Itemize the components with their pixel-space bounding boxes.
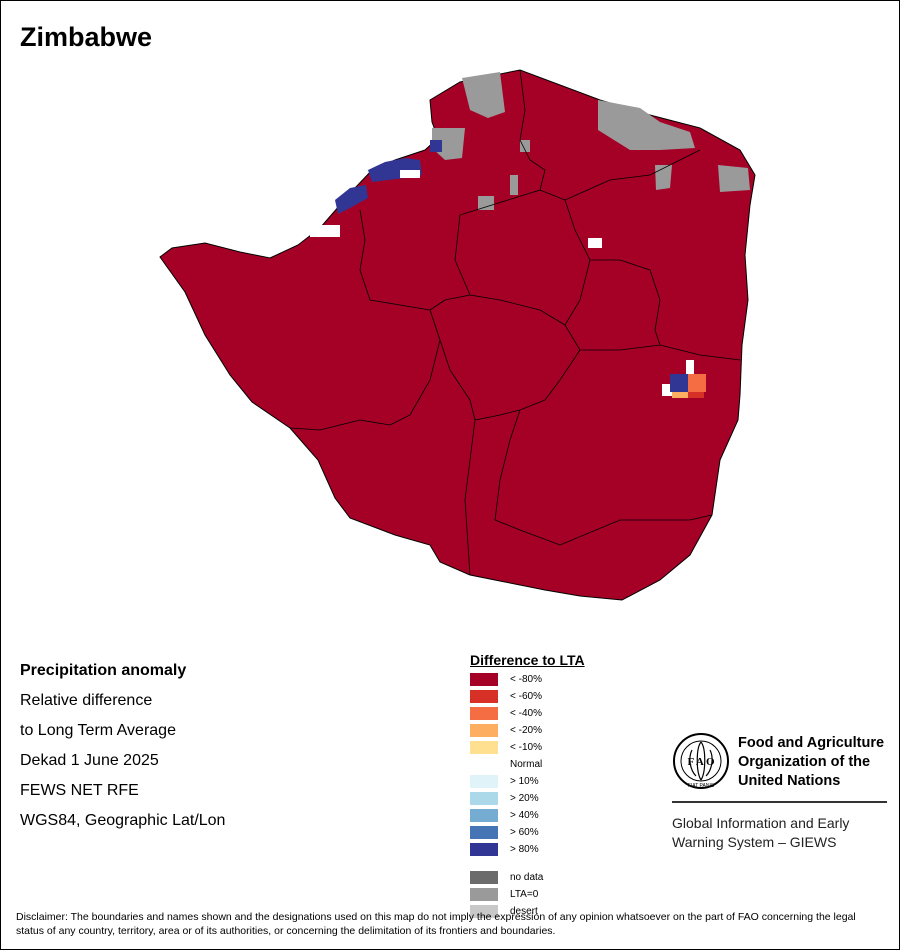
info-line: FEWS NET RFE — [20, 782, 139, 799]
legend-item: > 80% — [470, 842, 585, 859]
legend-item: > 10% — [470, 774, 585, 791]
legend-title: Difference to LTA — [470, 652, 585, 668]
giews-line: Global Information and Early — [672, 815, 850, 831]
legend-swatch — [470, 690, 498, 703]
disclaimer: Disclaimer: The boundaries and names sho… — [16, 911, 856, 937]
legend-items: < -80% < -60% < -40% < -20% < -10% Normal > 10… — [470, 672, 585, 859]
legend-item: desert — [470, 904, 585, 921]
legend-item: < -20% — [470, 723, 585, 740]
legend-swatch — [470, 707, 498, 720]
legend-label: < -10% — [510, 742, 542, 753]
legend-swatch — [470, 673, 498, 686]
legend-swatch — [470, 809, 498, 822]
lta-zero-patch — [462, 72, 505, 118]
giews-line: Warning System – GIEWS — [672, 834, 837, 850]
map-title: Zimbabwe — [20, 22, 153, 52]
legend-label: > 60% — [510, 827, 539, 838]
legend-label: Normal — [510, 759, 543, 770]
dry-anomaly-patch — [672, 392, 688, 398]
legend-label: < -20% — [510, 725, 542, 736]
fao-name-line: Organization of the — [738, 754, 871, 770]
legend-label: > 10% — [510, 776, 539, 787]
legend-swatch — [470, 758, 498, 771]
fao-name-line: Food and Agriculture — [738, 735, 885, 751]
legend-swatch — [470, 871, 498, 884]
dry-anomaly-patch — [688, 392, 704, 398]
legend-label: > 20% — [510, 793, 539, 804]
fao-logo: F A O FIAT PANIS — [673, 733, 729, 789]
wet-anomaly-patch — [430, 140, 442, 152]
legend-swatch — [470, 843, 498, 856]
legend-swatch — [470, 724, 498, 737]
legend-swatch — [470, 905, 498, 918]
giews-name: Global Information and Early Warning Sys… — [672, 814, 849, 852]
normal-patch — [400, 170, 420, 178]
normal-patch — [686, 360, 694, 374]
legend: Difference to LTA < -80% < -60% < -40% < -2… — [470, 652, 585, 921]
fao-name-line: United Nations — [738, 773, 841, 789]
legend-item: < -40% — [470, 706, 585, 723]
legend-extra: no data LTA=0 desert — [470, 870, 585, 921]
lta-zero-patch — [478, 196, 494, 210]
lta-zero-patch — [718, 165, 750, 192]
legend-label: < -60% — [510, 691, 542, 702]
info-line: to Long Term Average — [20, 722, 176, 739]
legend-item: < -80% — [470, 672, 585, 689]
legend-item: > 40% — [470, 808, 585, 825]
dry-anomaly-patch — [688, 374, 706, 392]
info-line: Precipitation anomaly — [20, 662, 187, 679]
legend-item: LTA=0 — [470, 887, 585, 904]
legend-swatch — [470, 775, 498, 788]
fao-logo-motto: FIAT PANIS — [688, 783, 715, 789]
legend-label: > 80% — [510, 844, 539, 855]
legend-item: < -60% — [470, 689, 585, 706]
wet-anomaly-patch — [335, 185, 368, 214]
province-boundaries — [289, 69, 741, 576]
legend-item: > 60% — [470, 825, 585, 842]
fao-organization-name: Food and Agriculture Organization of the… — [738, 734, 884, 791]
info-line: WGS84, Geographic Lat/Lon — [20, 812, 226, 829]
legend-label: desert — [510, 906, 538, 917]
info-line: Dekad 1 June 2025 — [20, 752, 159, 769]
legend-label: > 40% — [510, 810, 539, 821]
legend-item: < -10% — [470, 740, 585, 757]
legend-label: LTA=0 — [510, 889, 539, 900]
info-line: Relative difference — [20, 692, 153, 709]
divider — [672, 801, 887, 803]
normal-patch — [662, 384, 672, 396]
normal-patch — [588, 238, 602, 248]
legend-item: no data — [470, 870, 585, 887]
legend-item: > 20% — [470, 791, 585, 808]
normal-patch — [310, 225, 340, 237]
wet-anomaly-patch — [670, 374, 688, 392]
legend-swatch — [470, 741, 498, 754]
map-info: Precipitation anomaly Relative differenc… — [20, 656, 225, 836]
legend-label: < -80% — [510, 674, 542, 685]
lta-zero-patch — [510, 175, 518, 195]
legend-item: Normal — [470, 757, 585, 774]
lta-zero-patch — [655, 165, 672, 190]
lta-zero-patch — [598, 100, 695, 150]
legend-swatch — [470, 826, 498, 839]
lta-zero-patch — [520, 140, 530, 152]
fao-logo-letters: F A O — [687, 756, 715, 768]
legend-label: < -40% — [510, 708, 542, 719]
legend-swatch — [470, 888, 498, 901]
zimbabwe-map — [159, 69, 756, 601]
legend-swatch — [470, 792, 498, 805]
legend-label: no data — [510, 872, 544, 883]
